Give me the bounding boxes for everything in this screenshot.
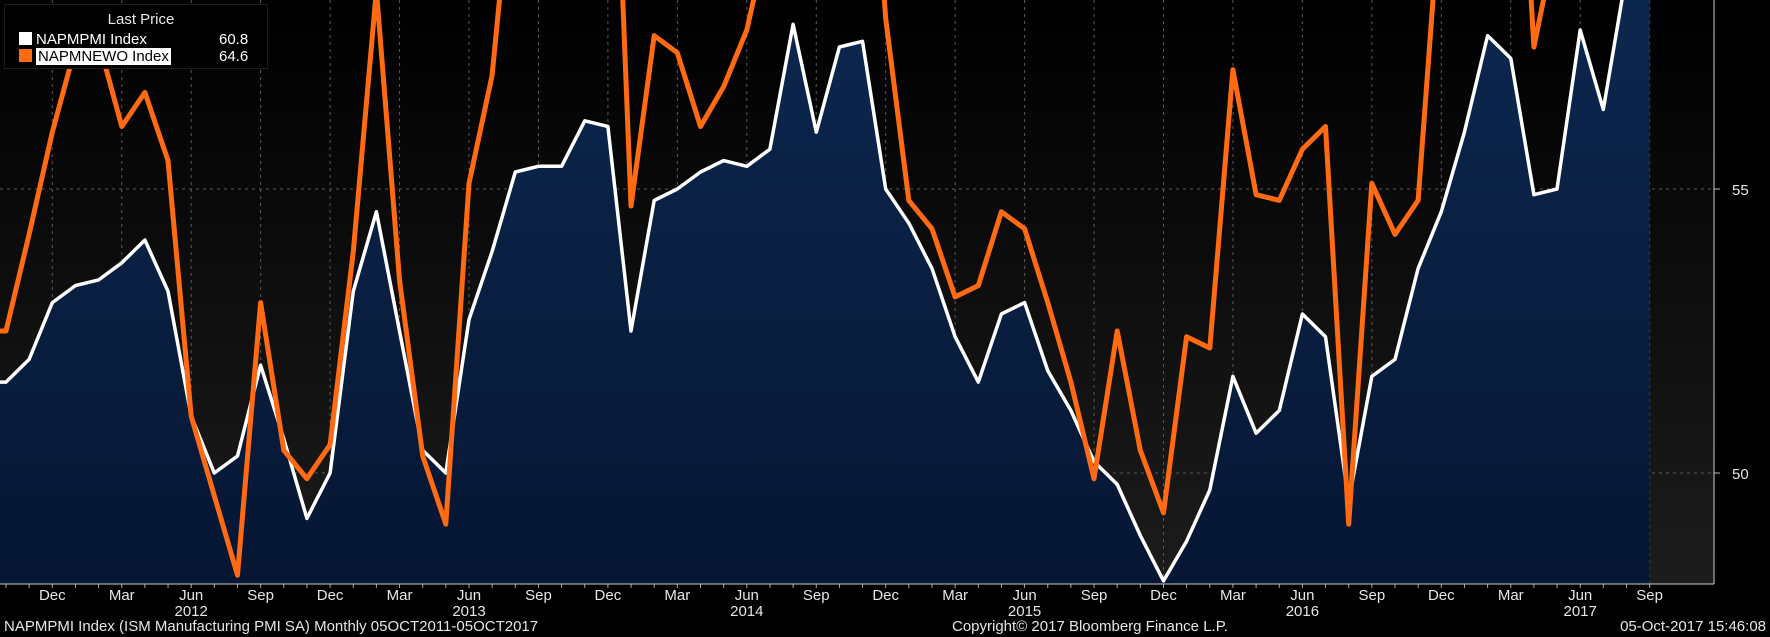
x-tick-label: Dec — [317, 587, 344, 604]
legend-item-name: NAPMNEWO Index — [36, 48, 171, 65]
x-tick-label: Jun — [1568, 587, 1592, 604]
legend-item-napmpmi: NAPMPMI Index 60.8 — [19, 31, 248, 48]
x-tick-label: Dec — [1428, 587, 1455, 604]
x-year-label: 2016 — [1286, 603, 1319, 620]
x-tick-label: Sep — [247, 587, 274, 604]
x-tick-label: Sep — [1358, 587, 1385, 604]
x-year-label: 2012 — [175, 603, 208, 620]
x-year-label: 2013 — [452, 603, 485, 620]
series-area-0 — [0, 0, 1650, 584]
legend-item-name: NAPMPMI Index — [36, 31, 147, 48]
x-tick-label: Mar — [109, 587, 135, 604]
y-tick-label: 55 — [1732, 182, 1749, 199]
x-tick-label: Dec — [1150, 587, 1177, 604]
x-tick-label: Sep — [1636, 587, 1663, 604]
x-tick-label: Mar — [664, 587, 690, 604]
x-tick-label: Dec — [595, 587, 622, 604]
legend-item-value: 60.8 — [219, 31, 249, 48]
x-tick-label: Sep — [525, 587, 552, 604]
legend-swatch-white — [19, 32, 32, 45]
x-tick-label: Jun — [1013, 587, 1037, 604]
x-tick-label: Mar — [387, 587, 413, 604]
footer-copyright: Copyright© 2017 Bloomberg Finance L.P. — [952, 618, 1228, 635]
x-tick-label: Mar — [1498, 587, 1524, 604]
x-tick-label: Jun — [457, 587, 481, 604]
x-tick-label: Dec — [872, 587, 899, 604]
x-tick-label: Jun — [1290, 587, 1314, 604]
x-tick-label: Jun — [179, 587, 203, 604]
footer-timestamp: 05-Oct-2017 15:46:08 — [1620, 618, 1766, 635]
x-year-label: 2014 — [730, 603, 763, 620]
x-year-label: 2017 — [1564, 603, 1597, 620]
series-line-1 — [0, 0, 1547, 578]
legend-item-value: 64.6 — [219, 48, 249, 65]
x-year-label: 2015 — [1008, 603, 1041, 620]
x-tick-label: Mar — [1220, 587, 1246, 604]
legend: Last Price NAPMPMI Index 60.8 NAPMNEWO I… — [4, 4, 268, 69]
legend-swatch-orange — [19, 49, 32, 62]
series-line-0 — [0, 0, 1624, 583]
x-tick-label: Jun — [735, 587, 759, 604]
legend-header: Last Price — [107, 11, 175, 28]
x-tick-label: Sep — [1081, 587, 1108, 604]
legend-item-napmnewo: NAPMNEWO Index 64.6 — [19, 48, 248, 65]
x-tick-label: Sep — [803, 587, 830, 604]
y-tick-label: 50 — [1732, 466, 1749, 483]
x-tick-label: Dec — [39, 587, 66, 604]
x-tick-label: Mar — [942, 587, 968, 604]
footer-description: NAPMPMI Index (ISM Manufacturing PMI SA)… — [4, 618, 539, 635]
